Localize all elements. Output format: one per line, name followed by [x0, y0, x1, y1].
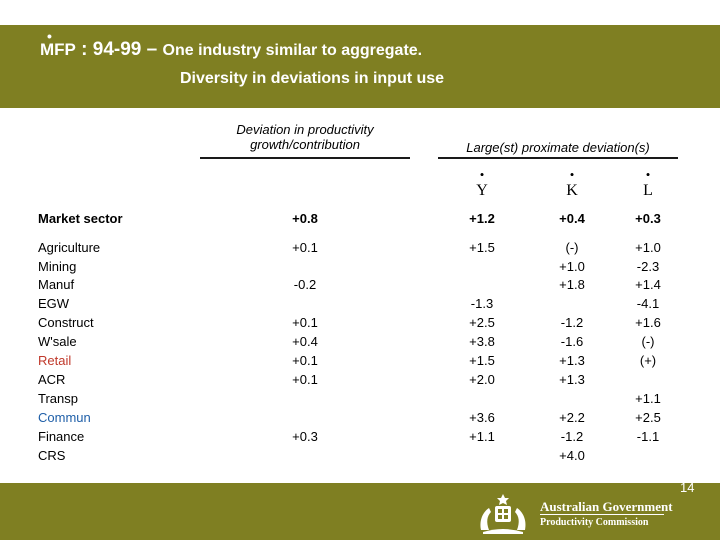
mfp-text: MFP: [40, 40, 76, 59]
cell-k: +2.2: [559, 410, 585, 425]
cell-y: +1.5: [469, 353, 495, 368]
cell-l: +1.6: [635, 315, 661, 330]
cell-l: +1.4: [635, 277, 661, 292]
col-header-rule-2: [438, 157, 678, 159]
letter-y-text: Y: [476, 182, 488, 199]
cell-l: +2.5: [635, 410, 661, 425]
cell-l: -1.1: [636, 429, 660, 444]
cell-l: -2.3: [636, 259, 660, 274]
cell-l: +1.0: [635, 240, 661, 255]
cell-dev: +0.1: [292, 240, 318, 255]
cell-l: (-): [641, 334, 655, 349]
row-label: Construct: [38, 315, 94, 330]
title-lead: : 94-99 –: [81, 39, 158, 60]
row-label: ACR: [38, 372, 66, 387]
row-label: Manuf: [38, 277, 75, 292]
org-subname: Productivity Commission: [540, 517, 649, 528]
cell-k: -1.2: [560, 315, 584, 330]
cell-dev: +0.1: [292, 353, 318, 368]
row-label: CRS: [38, 448, 66, 463]
letter-k: • K: [557, 167, 587, 200]
market-sector-l: +0.3: [635, 211, 661, 226]
col-header-deviation-line1: Deviation in productivity: [236, 122, 374, 137]
cell-k: +4.0: [559, 448, 585, 463]
top-band: [0, 0, 720, 25]
dot-icon: •: [645, 167, 651, 182]
mfp-label: • MFP: [40, 28, 76, 59]
row-label: EGW: [38, 296, 70, 311]
cell-k: +1.0: [559, 259, 585, 274]
cell-k: +1.8: [559, 277, 585, 292]
cell-dev: -0.2: [293, 277, 317, 292]
market-sector-dev: +0.8: [292, 211, 318, 226]
row-label: Commun: [38, 410, 91, 425]
cell-k: -1.6: [560, 334, 584, 349]
cell-dev: +0.4: [292, 334, 318, 349]
slide-title: • MFP : 94-99 – One industry similar to a…: [40, 28, 423, 61]
dot-accent-icon: •: [47, 28, 52, 44]
col-header-proximate: Large(st) proximate deviation(s): [466, 140, 650, 155]
col-header-deviation: Deviation in productivity growth/contrib…: [200, 122, 410, 152]
cell-dev: +0.1: [292, 315, 318, 330]
coat-of-arms-icon: [480, 494, 526, 534]
row-label: Agriculture: [38, 240, 101, 255]
cell-k: +1.3: [559, 372, 585, 387]
col-header-rule-1: [200, 157, 410, 159]
cell-dev: +0.1: [292, 372, 318, 387]
slide-footer: [0, 483, 720, 540]
page-number: 14: [680, 480, 695, 495]
letter-k-text: K: [566, 182, 578, 199]
cell-y: +3.6: [469, 410, 495, 425]
row-label: W'sale: [38, 334, 77, 349]
cell-l: (+): [639, 353, 657, 368]
slide-subtitle: Diversity in deviations in input use: [180, 70, 445, 87]
cell-k: -1.2: [560, 429, 584, 444]
cell-k: +1.3: [559, 353, 585, 368]
market-sector-k: +0.4: [559, 211, 585, 226]
cell-y: +1.1: [469, 429, 495, 444]
org-name: Australian Government: [540, 499, 673, 514]
letter-l: • L: [633, 167, 663, 200]
row-label: Mining: [38, 259, 77, 274]
cell-dev: +0.3: [292, 429, 318, 444]
row-label: Retail: [38, 353, 72, 368]
letter-y: • Y: [467, 167, 497, 200]
org-divider: [540, 514, 664, 515]
cell-k: (-): [565, 240, 579, 255]
letter-l-text: L: [643, 182, 653, 199]
cell-y: +3.8: [469, 334, 495, 349]
cell-l: +1.1: [635, 391, 661, 406]
row-label: Finance: [38, 429, 85, 444]
cell-y: +1.5: [469, 240, 495, 255]
title-rest: One industry similar to aggregate.: [162, 42, 423, 59]
dot-icon: •: [479, 167, 485, 182]
market-sector-label: Market sector: [38, 211, 123, 226]
row-label: Transp: [38, 391, 78, 406]
col-header-deviation-line2: growth/contribution: [250, 137, 360, 152]
cell-y: -1.3: [470, 296, 494, 311]
market-sector-y: +1.2: [469, 211, 495, 226]
cell-y: +2.0: [469, 372, 495, 387]
cell-l: -4.1: [636, 296, 660, 311]
slide-header: [0, 25, 720, 108]
dot-icon: •: [569, 167, 575, 182]
cell-y: +2.5: [469, 315, 495, 330]
